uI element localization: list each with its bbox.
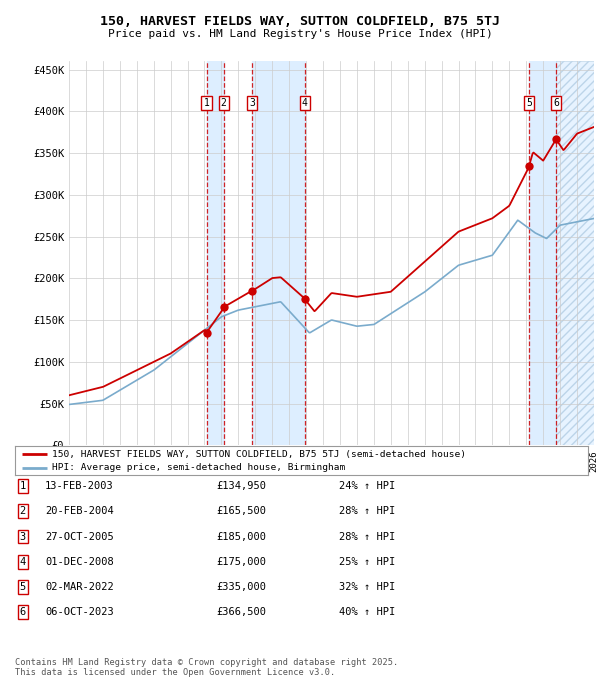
Text: £335,000: £335,000	[216, 582, 266, 592]
Text: 20-FEB-2004: 20-FEB-2004	[45, 507, 114, 516]
Text: 2: 2	[221, 98, 227, 108]
Text: 02-MAR-2022: 02-MAR-2022	[45, 582, 114, 592]
Text: 4: 4	[302, 98, 308, 108]
Bar	[206, 61, 224, 445]
Text: £366,500: £366,500	[216, 607, 266, 617]
Text: 27-OCT-2005: 27-OCT-2005	[45, 532, 114, 541]
Text: 4: 4	[20, 557, 26, 566]
Text: £134,950: £134,950	[216, 481, 266, 491]
Text: 150, HARVEST FIELDS WAY, SUTTON COLDFIELD, B75 5TJ (semi-detached house): 150, HARVEST FIELDS WAY, SUTTON COLDFIEL…	[52, 449, 466, 458]
Text: 6: 6	[20, 607, 26, 617]
Text: £165,500: £165,500	[216, 507, 266, 516]
Text: Contains HM Land Registry data © Crown copyright and database right 2025.
This d: Contains HM Land Registry data © Crown c…	[15, 658, 398, 677]
Bar	[252, 61, 305, 445]
Text: HPI: Average price, semi-detached house, Birmingham: HPI: Average price, semi-detached house,…	[52, 463, 346, 472]
Text: 40% ↑ HPI: 40% ↑ HPI	[339, 607, 395, 617]
Text: 28% ↑ HPI: 28% ↑ HPI	[339, 507, 395, 516]
Text: 3: 3	[250, 98, 255, 108]
Text: 1: 1	[20, 481, 26, 491]
Text: Price paid vs. HM Land Registry's House Price Index (HPI): Price paid vs. HM Land Registry's House …	[107, 29, 493, 39]
Text: 01-DEC-2008: 01-DEC-2008	[45, 557, 114, 566]
Text: 5: 5	[526, 98, 532, 108]
Text: 06-OCT-2023: 06-OCT-2023	[45, 607, 114, 617]
Text: 25% ↑ HPI: 25% ↑ HPI	[339, 557, 395, 566]
Text: 3: 3	[20, 532, 26, 541]
Text: £175,000: £175,000	[216, 557, 266, 566]
Text: 28% ↑ HPI: 28% ↑ HPI	[339, 532, 395, 541]
Bar	[529, 61, 556, 445]
Text: 5: 5	[20, 582, 26, 592]
Text: 2: 2	[20, 507, 26, 516]
Bar	[556, 61, 600, 445]
Text: 150, HARVEST FIELDS WAY, SUTTON COLDFIELD, B75 5TJ: 150, HARVEST FIELDS WAY, SUTTON COLDFIEL…	[100, 15, 500, 28]
Text: 32% ↑ HPI: 32% ↑ HPI	[339, 582, 395, 592]
Text: 1: 1	[203, 98, 209, 108]
Text: 6: 6	[553, 98, 559, 108]
Text: 24% ↑ HPI: 24% ↑ HPI	[339, 481, 395, 491]
Text: 13-FEB-2003: 13-FEB-2003	[45, 481, 114, 491]
Text: £185,000: £185,000	[216, 532, 266, 541]
